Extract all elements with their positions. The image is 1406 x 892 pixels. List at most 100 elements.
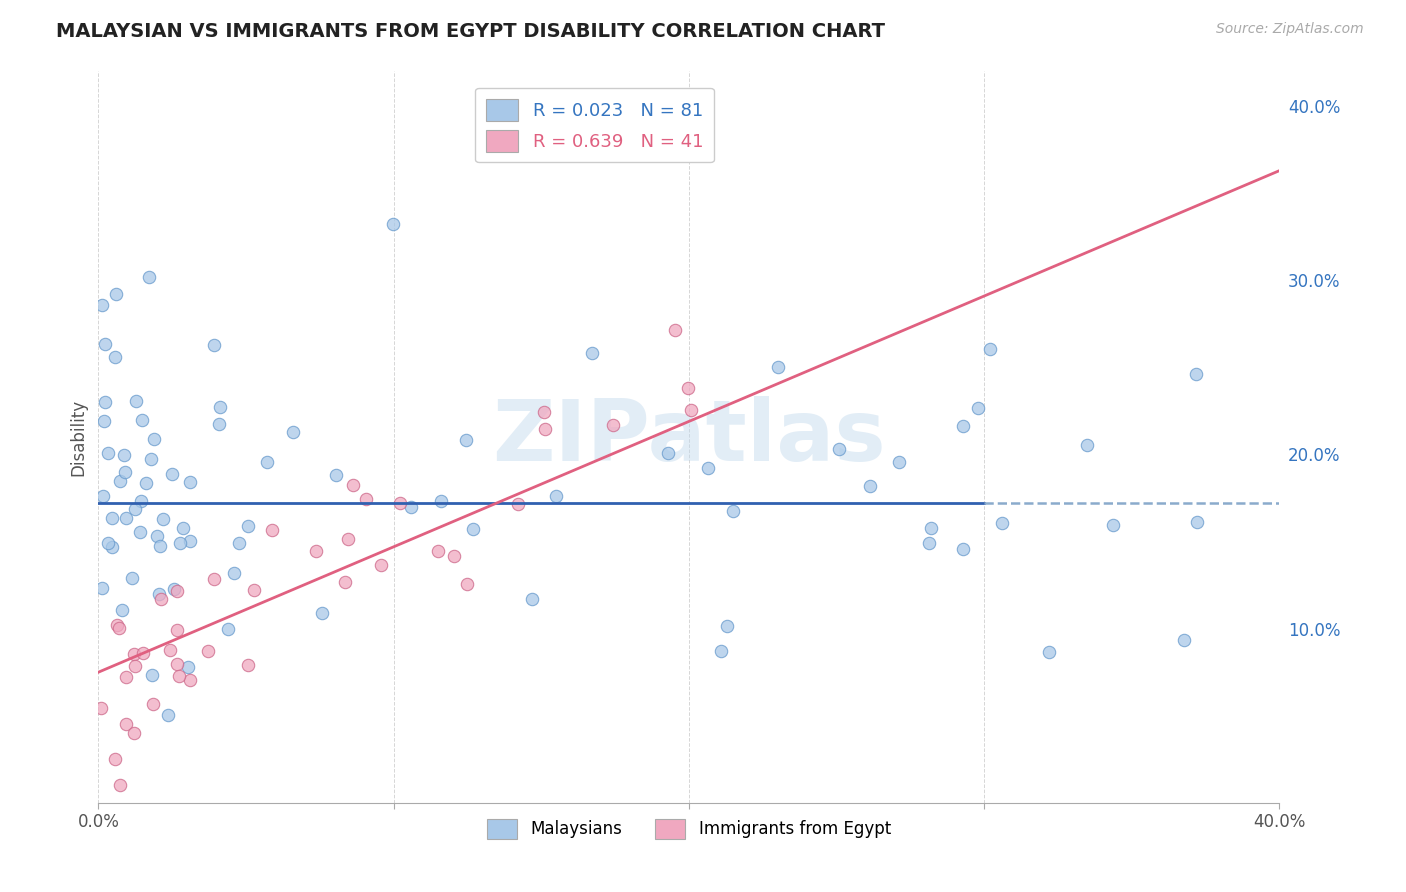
Point <box>108 778 131 792</box>
Point <box>336 532 359 546</box>
Point <box>166 657 188 672</box>
Point <box>112 448 135 462</box>
Point <box>104 752 127 766</box>
Point <box>260 523 283 537</box>
Point <box>129 525 152 540</box>
Point <box>333 575 356 590</box>
Point <box>1173 632 1195 647</box>
Point <box>664 322 686 336</box>
Point <box>97 446 120 460</box>
Point <box>766 360 789 375</box>
Point <box>163 582 186 596</box>
Point <box>581 346 603 360</box>
Point <box>236 519 259 533</box>
Point <box>142 432 165 446</box>
Point <box>696 461 718 475</box>
Point <box>388 496 411 510</box>
Point <box>533 404 555 418</box>
Point <box>124 658 146 673</box>
Point <box>90 298 112 312</box>
Point <box>1185 367 1208 381</box>
Point <box>401 500 423 514</box>
Point <box>124 501 146 516</box>
Point <box>676 381 699 395</box>
Point <box>1102 517 1125 532</box>
Point <box>828 442 851 456</box>
Point <box>148 587 170 601</box>
Point <box>167 669 190 683</box>
Point <box>135 475 157 490</box>
Text: MALAYSIAN VS IMMIGRANTS FROM EGYPT DISABILITY CORRELATION CHART: MALAYSIAN VS IMMIGRANTS FROM EGYPT DISAB… <box>56 22 886 41</box>
Point <box>506 497 529 511</box>
Point <box>657 446 679 460</box>
Point <box>179 533 201 548</box>
Legend: Malaysians, Immigrants from Egypt: Malaysians, Immigrants from Egypt <box>481 812 897 846</box>
Point <box>149 539 172 553</box>
Point <box>354 491 377 506</box>
Point <box>91 489 114 503</box>
Point <box>94 395 117 409</box>
Point <box>157 707 180 722</box>
Point <box>162 467 184 481</box>
Point <box>920 521 942 535</box>
Point <box>104 351 127 365</box>
Point <box>115 510 138 524</box>
Point <box>166 583 188 598</box>
Point <box>967 401 990 416</box>
Point <box>115 670 138 684</box>
Point <box>197 644 219 658</box>
Text: ZIPatlas: ZIPatlas <box>492 395 886 479</box>
Point <box>131 413 153 427</box>
Point <box>256 455 278 469</box>
Point <box>146 529 169 543</box>
Point <box>124 647 146 661</box>
Point <box>97 535 120 549</box>
Point <box>108 474 131 488</box>
Point <box>152 512 174 526</box>
Point <box>370 558 392 572</box>
Point <box>217 622 239 636</box>
Point <box>311 607 333 621</box>
Point <box>101 511 124 525</box>
Point <box>141 668 163 682</box>
Point <box>991 516 1014 531</box>
Point <box>887 455 910 469</box>
Point <box>108 621 131 635</box>
Point <box>131 646 153 660</box>
Point <box>1038 645 1060 659</box>
Point <box>952 541 974 556</box>
Point <box>208 401 231 415</box>
Point <box>426 544 449 558</box>
Point <box>129 494 152 508</box>
Point <box>236 658 259 673</box>
Point <box>305 544 328 558</box>
Point <box>243 582 266 597</box>
Point <box>111 603 134 617</box>
Point <box>716 618 738 632</box>
Point <box>93 414 115 428</box>
Point <box>1185 515 1208 529</box>
Point <box>169 535 191 549</box>
Point <box>105 287 128 301</box>
Point <box>1076 437 1098 451</box>
Point <box>679 403 702 417</box>
Point <box>142 697 165 711</box>
Point <box>281 425 304 440</box>
Point <box>125 394 148 409</box>
Point <box>443 549 465 563</box>
Point <box>208 417 231 431</box>
Point <box>124 726 146 740</box>
Point <box>172 521 194 535</box>
Point <box>202 338 225 352</box>
Point <box>721 504 744 518</box>
Point <box>430 493 453 508</box>
Point <box>121 571 143 585</box>
Point <box>325 467 347 482</box>
Point <box>101 540 124 554</box>
Point <box>90 701 112 715</box>
Point <box>522 591 544 606</box>
Point <box>534 422 557 436</box>
Point <box>461 522 484 536</box>
Point <box>115 716 138 731</box>
Point <box>141 451 163 466</box>
